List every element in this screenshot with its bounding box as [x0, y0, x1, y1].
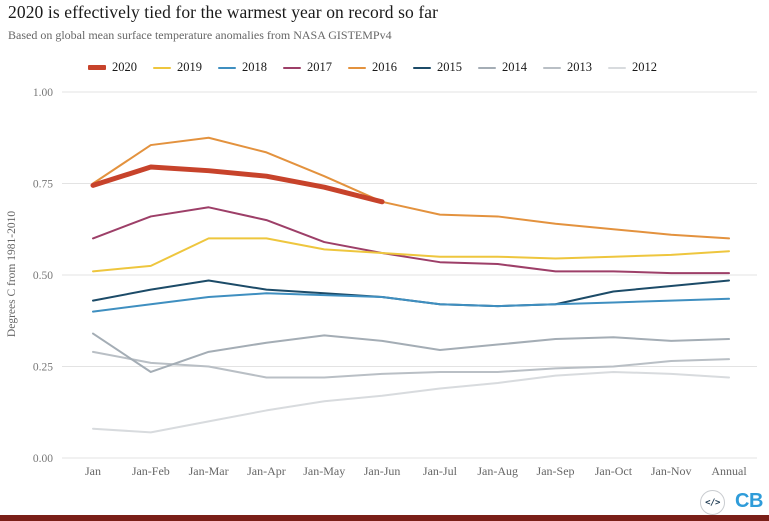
series-line-2013 [92, 350, 731, 379]
series-line-2017 [92, 206, 731, 275]
legend-item-2017[interactable]: 2017 [283, 60, 332, 75]
legend-label: 2012 [632, 60, 657, 74]
carbon-brief-logo: CB [735, 490, 763, 512]
legend-label: 2018 [242, 60, 267, 74]
x-tick-label-Annual: Annual [711, 464, 747, 478]
legend-line-swatch [153, 66, 171, 69]
legend-label: 2015 [437, 60, 462, 74]
legend-line-swatch [218, 66, 236, 69]
legend-label: 2020 [112, 60, 137, 74]
series-line-2014 [92, 332, 731, 373]
legend-line-swatch [283, 66, 301, 69]
legend-label: 2014 [502, 60, 527, 74]
series-line-2016 [92, 136, 731, 240]
legend-label: 2013 [567, 60, 592, 74]
x-tick-label-Jan-Apr: Jan-Apr [247, 464, 286, 478]
x-tick-label-Jan-Jun: Jan-Jun [364, 464, 401, 478]
chart-subtitle: Based on global mean surface temperature… [8, 28, 392, 42]
legend-label: 2019 [177, 60, 202, 74]
series-line-2020 [90, 164, 385, 205]
y-tick-label: 1.00 [33, 87, 53, 99]
y-axis-title: Degrees C from 1981-2010 [6, 211, 18, 337]
x-tick-label-Jan-Mar: Jan-Mar [189, 464, 229, 478]
y-tick-label: 0.75 [33, 179, 53, 191]
legend-item-2020[interactable]: 2020 [88, 60, 137, 75]
x-tick-label-Jan-Aug: Jan-Aug [477, 464, 518, 478]
legend-item-2016[interactable]: 2016 [348, 60, 397, 75]
legend-line-swatch [413, 66, 431, 69]
legend-line-swatch [348, 66, 366, 69]
x-tick-label-Jan-Oct: Jan-Oct [595, 464, 633, 478]
legend-line-swatch [608, 66, 626, 69]
y-tick-label: 0.50 [33, 270, 53, 282]
legend-line-swatch [88, 65, 106, 70]
legend-label: 2016 [372, 60, 397, 74]
brand-bottom-bar [0, 515, 769, 521]
x-tick-label-Jan-Nov: Jan-Nov [651, 464, 692, 478]
y-tick-label: 0.00 [33, 453, 53, 465]
embed-code-icon: </> [705, 497, 720, 508]
legend-line-swatch [478, 66, 496, 69]
series-line-2012 [92, 370, 731, 434]
legend-item-2012[interactable]: 2012 [608, 60, 657, 75]
x-tick-label-Jan: Jan [85, 464, 101, 478]
legend-item-2015[interactable]: 2015 [413, 60, 462, 75]
legend-item-2013[interactable]: 2013 [543, 60, 592, 75]
embed-button[interactable]: </> [700, 490, 725, 515]
legend-line-swatch [543, 66, 561, 69]
legend-item-2018[interactable]: 2018 [218, 60, 267, 75]
x-tick-label-Jan-May: Jan-May [303, 464, 345, 478]
chart-title: 2020 is effectively tied for the warmest… [8, 2, 439, 22]
x-tick-label-Jan-Jul: Jan-Jul [423, 464, 458, 478]
legend-label: 2017 [307, 60, 332, 74]
series-line-2018 [92, 292, 731, 313]
series-line-2019 [92, 237, 731, 273]
y-tick-label: 0.25 [33, 362, 53, 374]
chart-legend: 2020 2019 2018 2017 2016 2015 2014 2013 2012 [88, 60, 657, 75]
x-tick-label-Jan-Feb: Jan-Feb [132, 464, 170, 478]
legend-item-2014[interactable]: 2014 [478, 60, 527, 75]
x-tick-label-Jan-Sep: Jan-Sep [537, 464, 575, 478]
legend-item-2019[interactable]: 2019 [153, 60, 202, 75]
